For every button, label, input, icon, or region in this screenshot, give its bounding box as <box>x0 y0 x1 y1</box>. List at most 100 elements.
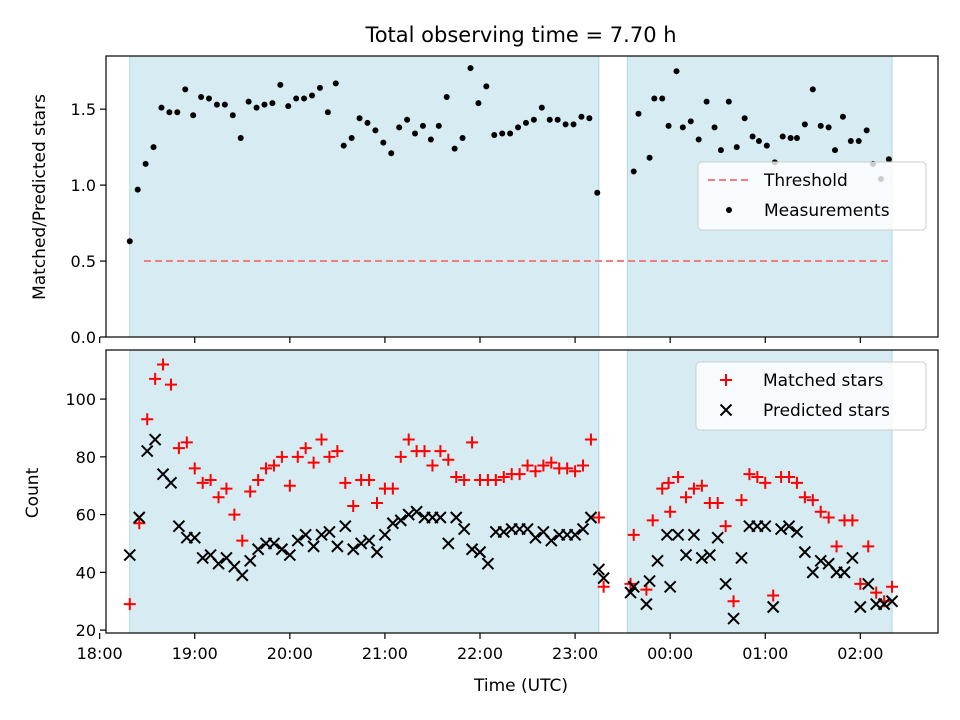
matched-point <box>822 511 835 524</box>
predicted-point <box>660 528 674 542</box>
predicted-point <box>885 595 899 608</box>
predicted-point <box>133 511 146 524</box>
matched-point <box>244 485 257 498</box>
predicted-point <box>481 557 495 570</box>
matched-point <box>798 491 811 504</box>
measurement-point <box>190 112 197 119</box>
predicted-point <box>164 476 178 490</box>
bottom-y-axis-label: Count <box>23 467 43 518</box>
predicted-point <box>402 508 415 521</box>
matched-point <box>806 494 819 507</box>
measurement-point <box>507 130 514 137</box>
measurement-point <box>749 133 756 140</box>
measurement-point <box>198 94 205 101</box>
measurement-point <box>530 116 537 123</box>
measurement-point <box>253 104 260 111</box>
measurement-point <box>427 136 434 143</box>
measurement-point <box>741 115 748 122</box>
measurement-point <box>594 189 601 196</box>
predicted-point <box>307 540 320 553</box>
measurement-point <box>174 109 181 116</box>
matched-point <box>236 534 249 547</box>
measurement-point <box>659 95 666 102</box>
predicted-point <box>735 551 748 565</box>
measurement-point <box>150 144 157 151</box>
y-tick-label: 40 <box>76 563 96 582</box>
matched-point <box>450 471 463 484</box>
matched-point <box>597 580 610 593</box>
predicted-point <box>727 612 740 625</box>
predicted-point <box>315 528 328 542</box>
predicted-point <box>774 522 788 536</box>
predicted-point <box>798 545 812 559</box>
measurement-point <box>635 110 642 117</box>
measurement-point <box>863 127 870 134</box>
predicted-point <box>362 534 376 547</box>
predicted-point <box>695 551 709 565</box>
matched-point <box>418 445 431 458</box>
x-tick-label: 01:00 <box>742 644 788 663</box>
matched-point <box>260 462 273 475</box>
measurement-point <box>261 101 268 108</box>
measurement-point <box>340 142 347 149</box>
measurement-point <box>711 124 718 131</box>
measurement-point <box>651 95 658 102</box>
matched-point <box>521 459 534 472</box>
y-tick-label: 60 <box>76 506 96 525</box>
measurement-point <box>855 138 862 145</box>
y-tick-label: 1.5 <box>71 100 96 119</box>
predicted-point <box>846 551 859 565</box>
predicted-point <box>323 525 336 539</box>
matched-point <box>646 514 659 527</box>
predicted-point <box>584 511 598 524</box>
matched-point <box>339 476 352 489</box>
matched-point <box>172 442 185 455</box>
measurement-point <box>206 95 213 102</box>
matched-point <box>386 482 399 495</box>
x-axis-label: Time (UTC) <box>473 676 568 696</box>
y-tick-label: 0.5 <box>71 252 96 271</box>
measurement-point <box>451 145 458 152</box>
measurement-point <box>221 101 228 108</box>
matched-point <box>275 450 288 463</box>
measurement-point <box>817 122 824 129</box>
matched-point <box>640 583 653 596</box>
matched-point <box>434 445 447 458</box>
measurement-point <box>779 133 786 140</box>
measurement-point <box>733 144 740 151</box>
matched-point <box>513 468 526 481</box>
predicted-point <box>759 519 772 533</box>
measurement-point <box>364 119 371 126</box>
predicted-point <box>671 528 685 542</box>
matched-point <box>680 491 693 504</box>
measurement-point <box>831 147 838 154</box>
y-tick-label: 100 <box>65 390 96 409</box>
matched-point <box>662 476 675 489</box>
matched-point <box>149 372 162 385</box>
observing-window <box>129 349 600 634</box>
measurement-point <box>586 115 593 122</box>
predicted-point <box>624 586 637 599</box>
measurement-point <box>269 100 276 107</box>
measurement-point <box>793 135 800 142</box>
predicted-point <box>862 577 875 591</box>
matched-point <box>870 586 883 599</box>
predicted-point <box>568 528 582 542</box>
matched-point <box>664 505 677 518</box>
predicted-point <box>687 528 701 542</box>
matched-point <box>315 433 328 446</box>
observing-window <box>129 55 600 338</box>
y-tick-label: 1.0 <box>71 176 96 195</box>
matched-point <box>204 473 217 486</box>
measurement-point <box>301 95 308 102</box>
ratio-panel: 0.0 0.5 1.0 1.5 Threshold Measurements <box>71 55 939 347</box>
matched-point <box>370 497 383 510</box>
measurement-point <box>483 83 490 90</box>
measurement-point <box>578 113 585 120</box>
legend-measurement-swatch <box>726 207 732 213</box>
matched-point <box>846 514 859 527</box>
matched-point <box>577 459 590 472</box>
predicted-point <box>339 519 352 533</box>
matched-point <box>323 450 336 463</box>
predicted-point <box>473 545 487 559</box>
